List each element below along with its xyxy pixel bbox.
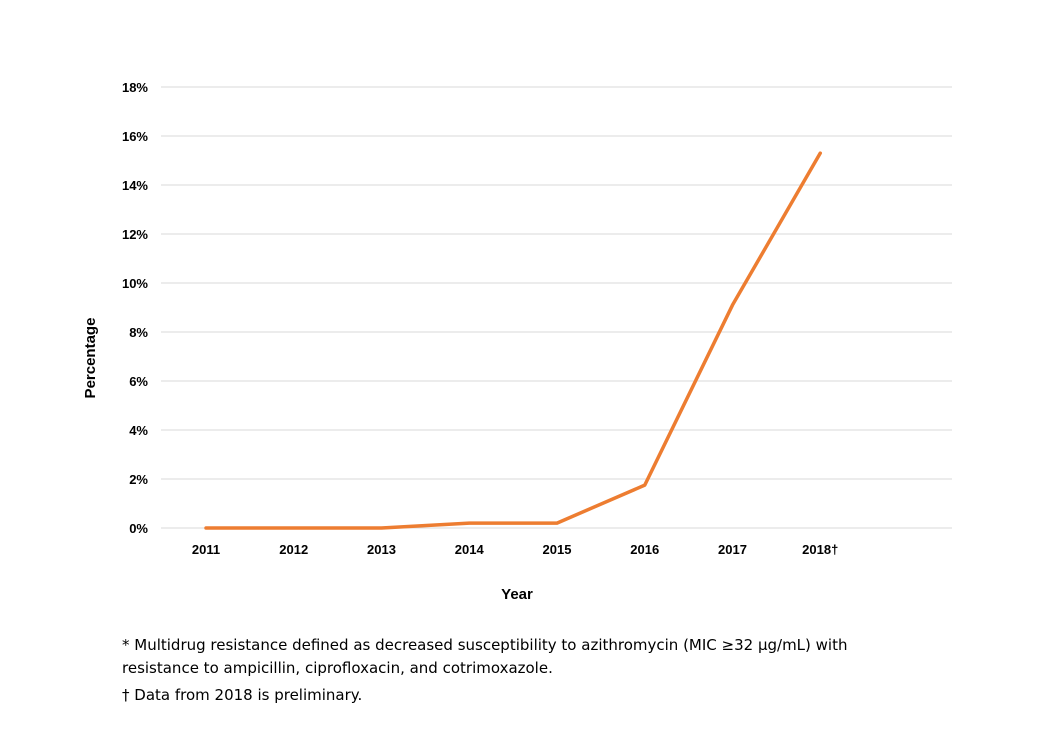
footnote-preliminary: † Data from 2018 is preliminary. xyxy=(122,686,363,704)
x-tick-label: 2018† xyxy=(802,542,838,557)
y-tick-label: 18% xyxy=(122,80,148,95)
y-axis-ticks: 0% 2% 4% 6% 8% 10% 12% 14% 16% 18% xyxy=(122,80,148,536)
x-axis-ticks: 2011 2012 2013 2014 2015 2016 2017 2018† xyxy=(192,542,838,557)
y-tick-label: 12% xyxy=(122,227,148,242)
y-tick-label: 8% xyxy=(129,325,148,340)
y-tick-label: 6% xyxy=(129,374,148,389)
x-tick-label: 2011 xyxy=(192,542,220,557)
y-tick-label: 2% xyxy=(129,472,148,487)
y-tick-label: 10% xyxy=(122,276,148,291)
y-tick-label: 4% xyxy=(129,423,148,438)
y-tick-label: 0% xyxy=(129,521,148,536)
series xyxy=(204,151,822,530)
x-tick-label: 2015 xyxy=(543,542,572,557)
series-line xyxy=(204,151,822,530)
x-tick-label: 2017 xyxy=(718,542,747,557)
x-tick-label: 2013 xyxy=(367,542,396,557)
x-tick-label: 2012 xyxy=(279,542,308,557)
y-tick-label: 16% xyxy=(122,129,148,144)
y-axis-title: Percentage xyxy=(82,318,99,399)
footnotes: * Multidrug resistance defined as decrea… xyxy=(122,634,922,711)
y-tick-label: 14% xyxy=(122,178,148,193)
x-tick-label: 2016 xyxy=(630,542,659,557)
line-chart: 0%2%4%6%8%10%12%14%16%18% 2011 2012 2013 20… xyxy=(82,80,952,603)
x-tick-label: 2014 xyxy=(455,542,485,557)
gridlines xyxy=(161,86,952,529)
footnote-definition: * Multidrug resistance defined as decrea… xyxy=(122,636,848,677)
x-axis-title: Year xyxy=(501,586,533,603)
